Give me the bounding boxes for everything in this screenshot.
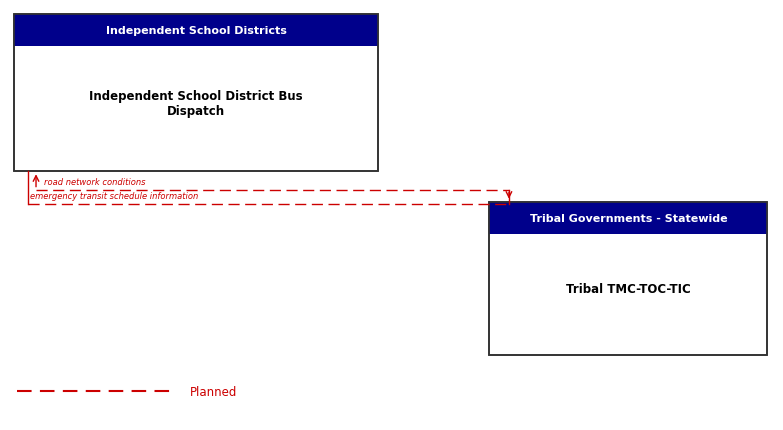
Bar <box>489 202 767 355</box>
Text: Planned: Planned <box>189 385 237 398</box>
Text: Tribal Governments - Statewide: Tribal Governments - Statewide <box>529 213 727 223</box>
Bar <box>489 202 767 234</box>
Text: Independent School Districts: Independent School Districts <box>106 26 287 36</box>
Bar <box>14 15 378 172</box>
Text: Independent School District Bus
Dispatch: Independent School District Bus Dispatch <box>89 89 303 117</box>
Text: emergency transit schedule information: emergency transit schedule information <box>30 192 198 201</box>
Bar <box>14 15 378 172</box>
Bar <box>489 202 767 355</box>
Text: road network conditions: road network conditions <box>44 178 146 187</box>
Bar <box>14 15 378 47</box>
Text: Tribal TMC-TOC-TIC: Tribal TMC-TOC-TIC <box>566 282 691 295</box>
